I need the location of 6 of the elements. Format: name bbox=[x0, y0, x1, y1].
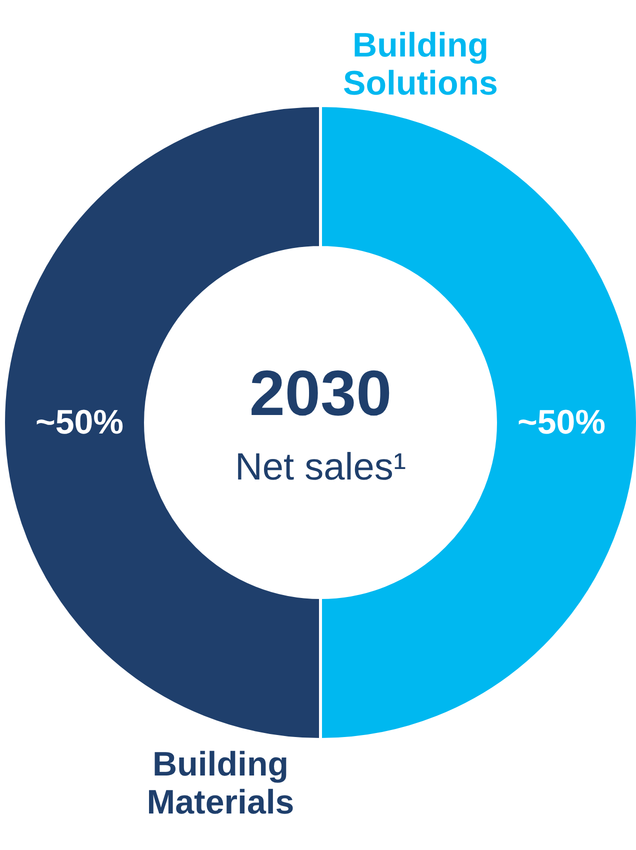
text: 2030 bbox=[249, 357, 392, 429]
text: Net sales¹ bbox=[234, 446, 406, 488]
slice-label: Building Solutions bbox=[343, 26, 498, 102]
slice-label: Building Materials bbox=[146, 746, 294, 822]
data-label: ~50% bbox=[36, 404, 124, 442]
data-label: ~50% bbox=[518, 404, 606, 442]
